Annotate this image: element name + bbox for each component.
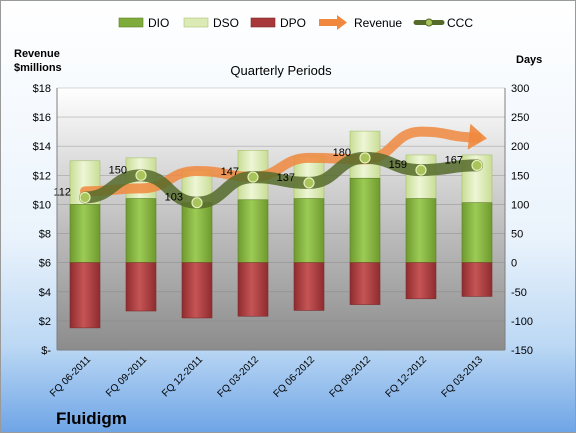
ccc-line-group: 112 150 103 147 137 180 159 167 <box>53 147 483 209</box>
legend: DIO DSO DPO Revenue CCC <box>118 15 473 30</box>
dio-bar <box>405 198 437 263</box>
legend-dio-swatch <box>118 17 144 28</box>
ccc-marker <box>303 177 315 189</box>
y-right-tick-label: 300 <box>511 83 529 95</box>
y-left-label-line2: $millions <box>14 62 62 74</box>
x-tick-label: FQ 06-2012 <box>272 354 318 400</box>
plot-area <box>57 88 505 350</box>
ccc-data-label: 112 <box>53 186 71 198</box>
dpo-bar <box>69 262 101 329</box>
dio-bar <box>293 198 325 263</box>
y-left-tick-label: $12 <box>33 170 51 182</box>
y-right-tick-label: 150 <box>511 170 529 182</box>
dpo-bar <box>405 262 437 300</box>
revenue-line <box>80 126 482 197</box>
legend-dpo-swatch <box>250 17 276 28</box>
revenue-line-group <box>80 123 487 197</box>
y-left-tick-label: $14 <box>33 141 51 153</box>
dpo-bar <box>349 262 381 305</box>
ccc-marker <box>191 197 203 209</box>
ccc-marker <box>79 191 91 204</box>
ccc-data-label: 147 <box>221 166 239 178</box>
y-right-label: Days <box>516 54 542 66</box>
dio-bar <box>69 204 101 263</box>
legend-ccc-label: CCC <box>447 16 473 30</box>
dpo-bar <box>237 262 269 317</box>
dpo-bar <box>461 262 493 297</box>
y-left-tick-label: $8 <box>39 229 51 241</box>
y-left-tick-label: $2 <box>39 316 51 328</box>
y-right-tick-label: 50 <box>511 229 523 241</box>
y-left-tick-label: $4 <box>39 287 51 299</box>
legend-revenue-arrow-icon <box>319 15 347 30</box>
ccc-data-label: 150 <box>109 164 127 176</box>
dpo-bar <box>181 262 213 319</box>
x-tick-label: FQ 09-2011 <box>104 354 149 399</box>
chart-subtitle: Quarterly Periods <box>230 63 332 78</box>
ccc-data-label: 103 <box>165 192 183 204</box>
dio-bar <box>461 202 493 263</box>
dio-bar <box>181 202 213 263</box>
legend-revenue-label: Revenue <box>354 16 402 30</box>
y-right-tick-label: 250 <box>511 112 529 124</box>
y-right-tick-label: -150 <box>511 345 533 357</box>
x-tick-label: FQ 12-2011 <box>160 354 205 399</box>
legend-dso-label: DSO <box>213 16 239 30</box>
ccc-marker <box>135 169 147 181</box>
y-right-tick-label: 200 <box>511 141 529 153</box>
ccc-data-label: 180 <box>333 147 351 159</box>
dpo-bar <box>293 262 325 311</box>
x-tick-label: FQ 12-2012 <box>384 354 430 400</box>
x-tick-label: FQ 03-2012 <box>216 354 262 400</box>
y-left-tick-label: $- <box>41 345 51 357</box>
y-left-tick-label: $6 <box>39 258 51 270</box>
dio-bar <box>125 198 157 263</box>
legend-dpo-label: DPO <box>280 16 306 30</box>
ccc-line <box>79 151 483 209</box>
revenue-arrowhead <box>467 123 487 150</box>
ccc-marker <box>359 152 371 164</box>
y-left-tick-label: $10 <box>33 199 51 211</box>
ccc-data-label: 137 <box>277 172 295 184</box>
x-tick-label: FQ 03-2013 <box>440 354 486 400</box>
legend-dio-label: DIO <box>148 16 169 30</box>
company-name: Fluidigm <box>56 409 127 428</box>
ccc-data-label: 159 <box>389 159 407 171</box>
dpo-bar <box>125 262 157 312</box>
y-left-tick-label: $18 <box>33 83 51 95</box>
ccc-marker <box>247 171 259 183</box>
y-left-tick-label: $16 <box>33 112 51 124</box>
ccc-marker <box>471 159 483 172</box>
ccc-data-label: 167 <box>445 154 463 166</box>
y-right-tick-label: 100 <box>511 199 529 211</box>
dso-bar <box>405 154 437 199</box>
legend-ccc-marker <box>425 18 433 27</box>
legend-dso-swatch <box>183 17 209 28</box>
y-right-tick-label: -100 <box>511 316 533 328</box>
y-right-tick-label: 0 <box>511 258 517 270</box>
ccc-marker <box>415 164 427 176</box>
x-tick-label: FQ 06-2011 <box>48 354 93 399</box>
x-tick-label: FQ 09-2012 <box>328 354 374 400</box>
y-right-tick-label: -50 <box>511 287 527 299</box>
dio-bar <box>237 199 269 263</box>
dio-bar <box>349 177 381 263</box>
y-left-label-line1: Revenue <box>14 48 60 60</box>
